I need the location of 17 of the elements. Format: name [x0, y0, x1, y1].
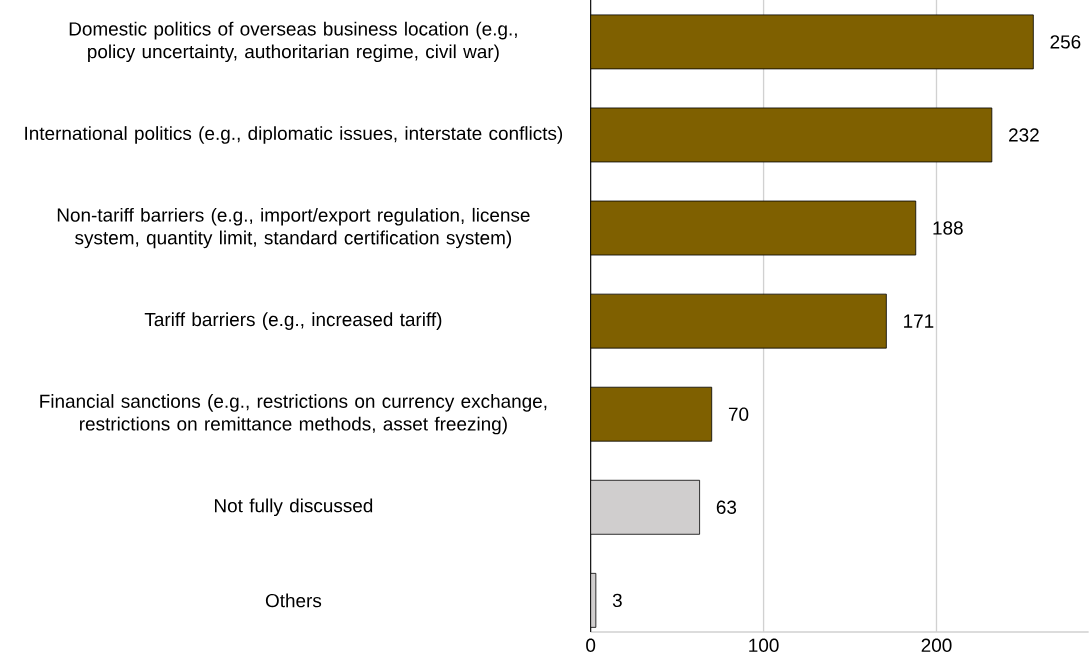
y-tick-label: Non-tariff barriers (e.g., import/export regulation, license system, quantity limit, standard certification system)	[57, 207, 530, 249]
y-tick-label: Financial sanctions (e.g., restrictions on currency exchange, restrictions on remittance methods, asset freezing)	[40, 394, 547, 435]
x-tick-label: 200	[921, 638, 952, 652]
data-label: 63	[716, 500, 737, 514]
y-tick-label: Domestic politics of overseas business location (e.g., policy uncertainty, authoritarian regime, civil war)	[69, 21, 517, 63]
data-label: 232	[1009, 128, 1039, 142]
data-label: 70	[728, 407, 749, 421]
data-label: 188	[933, 221, 963, 235]
x-tick-label: 0	[586, 638, 596, 652]
y-tick-label: International politics (e.g., diplomatic issues, interstate conflicts)	[25, 126, 563, 144]
y-tick-label: Others	[265, 593, 322, 608]
x-tick-label: 100	[749, 638, 779, 652]
y-tick-label: Tariff barriers (e.g., increased tariff)	[144, 312, 442, 330]
y-tick-label: Not fully discussed	[214, 498, 373, 517]
data-label: 256	[1050, 35, 1081, 49]
data-label: 171	[904, 314, 934, 328]
data-label: 3	[612, 593, 622, 608]
